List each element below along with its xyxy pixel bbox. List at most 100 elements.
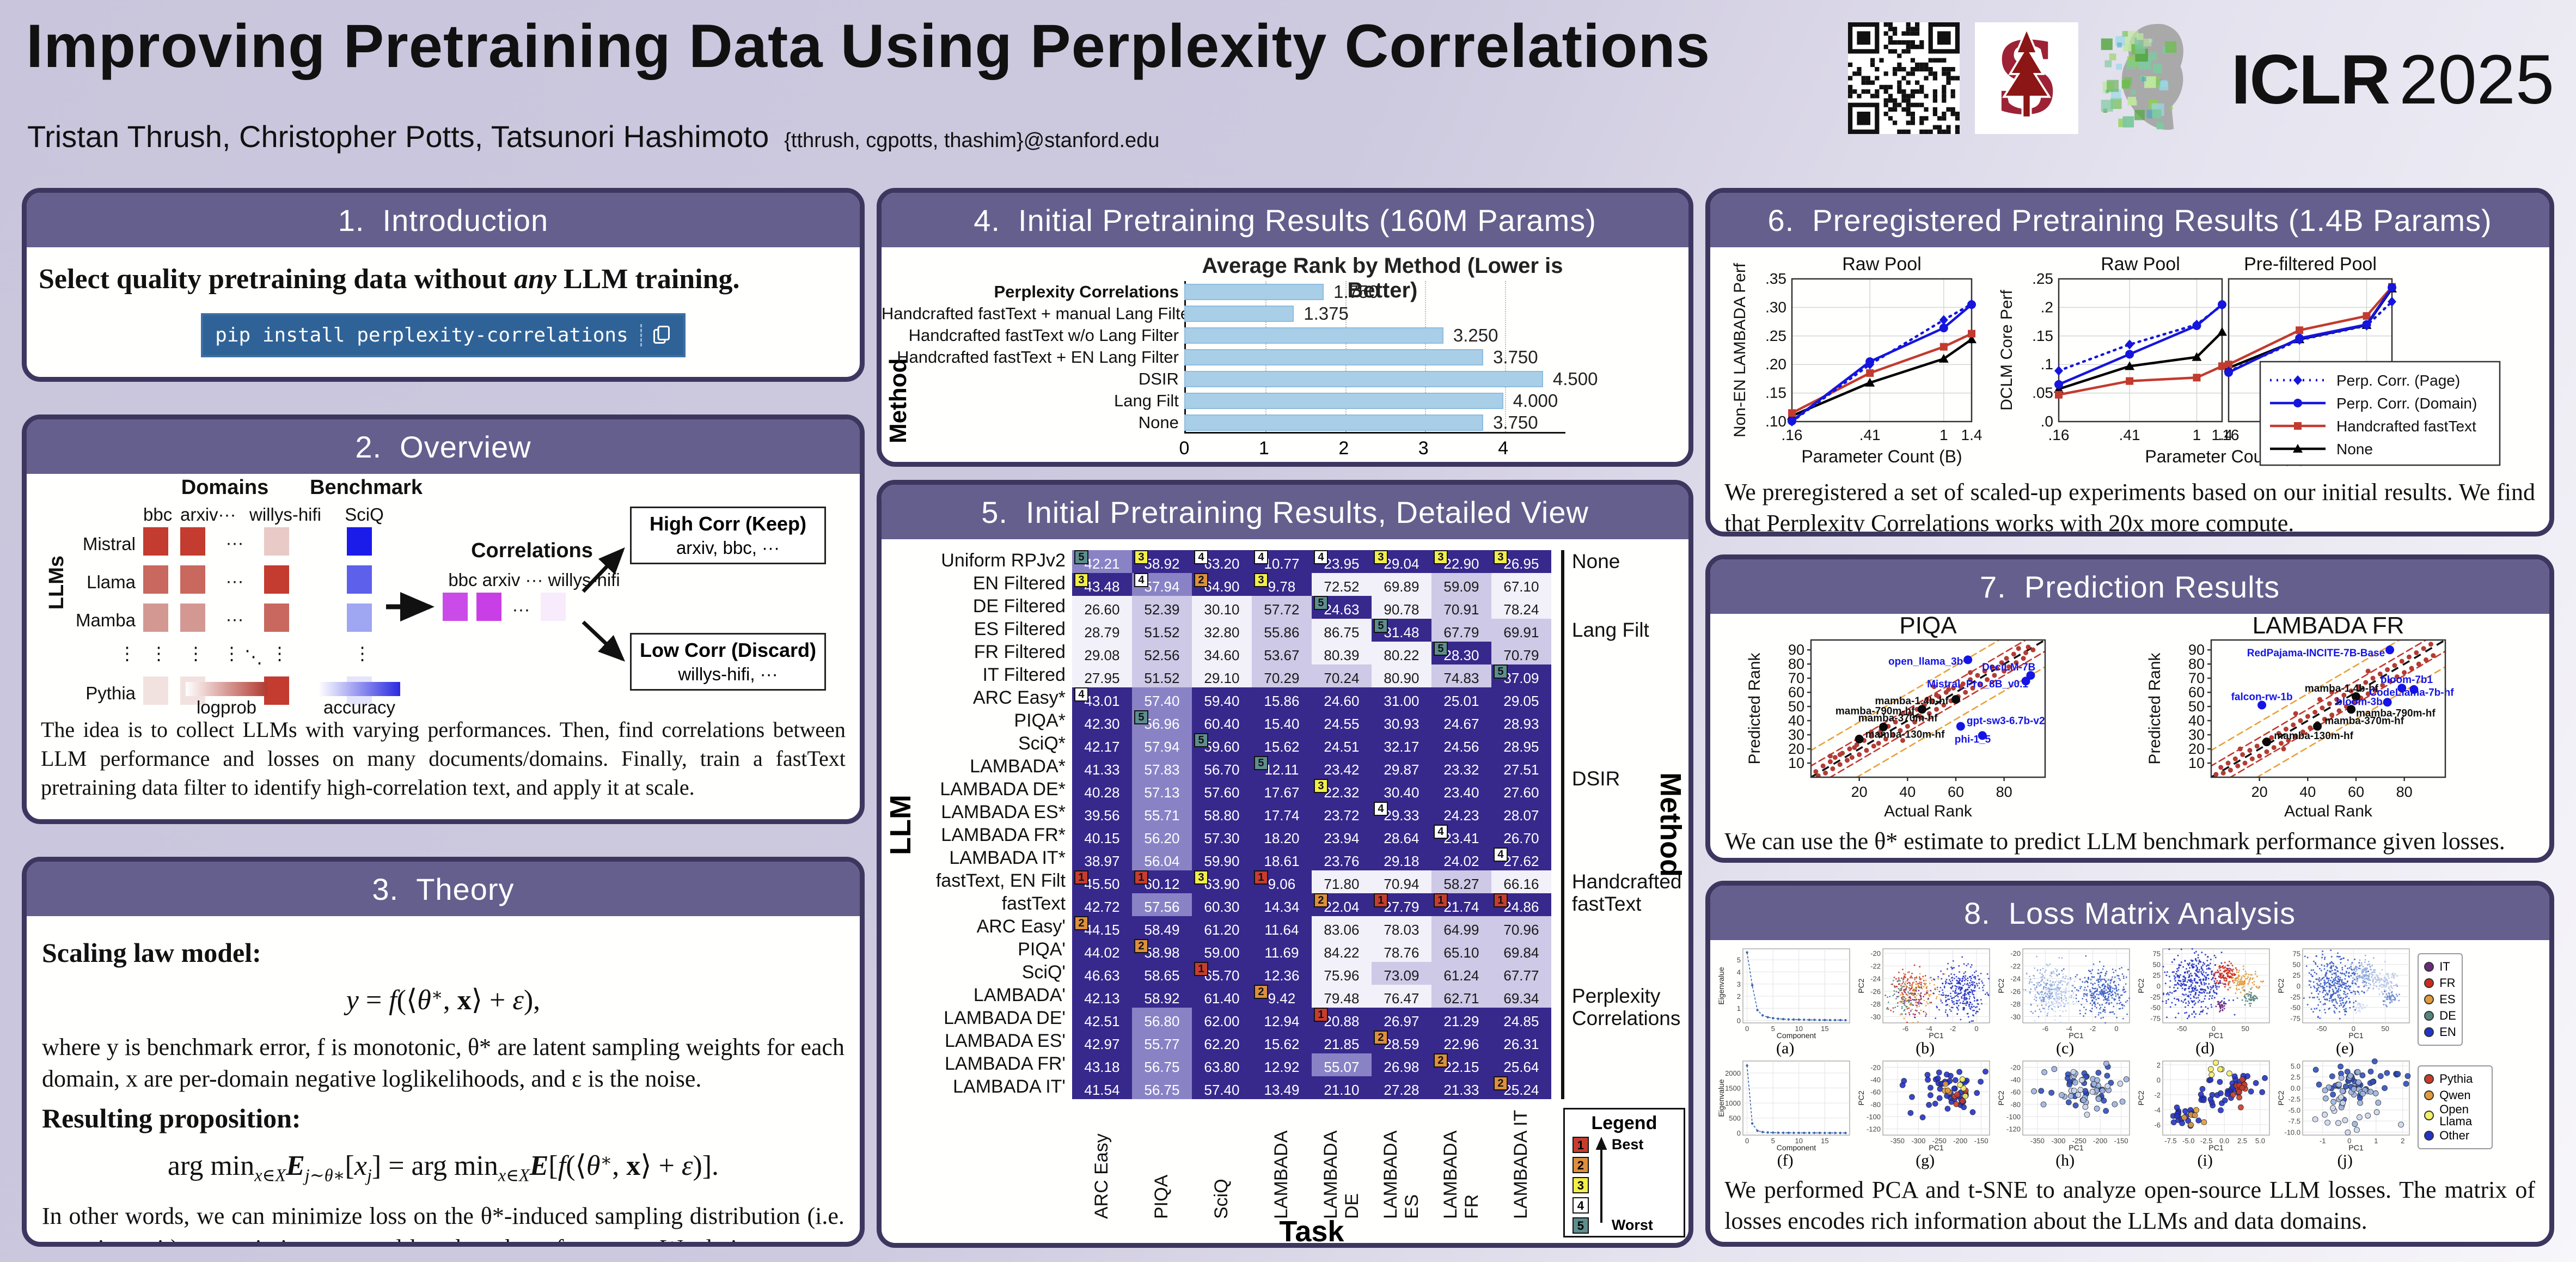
svg-text:5.0: 5.0	[2291, 1062, 2300, 1070]
heatmap-cell: 21.33	[1431, 1076, 1491, 1099]
iclr-logo	[2094, 20, 2216, 139]
heatmap-cell: 15.86	[1251, 687, 1312, 710]
bar-category-label: None	[1138, 413, 1179, 432]
pip-command: pip install perplexity-correlations	[215, 324, 628, 346]
panel-overview: 2. Overview Domains Benchmark bbc arxiv ··· w…	[22, 414, 865, 824]
rank-badge: 5	[1493, 664, 1508, 679]
panel-initial-results-header: 4. Initial Pretraining Results (160M Par…	[881, 193, 1689, 247]
heatmap-cell: 59.60 5	[1191, 733, 1252, 756]
authors-line: Tristan Thrush, Christopher Potts, Tatsu…	[27, 119, 1159, 154]
svg-text:-2: -2	[2155, 1091, 2161, 1099]
heatmap-cell: 20.88 1	[1311, 1008, 1372, 1031]
heatmap-cell: 17.74	[1251, 802, 1312, 825]
svg-text:20: 20	[1788, 741, 1804, 757]
svg-text:PC1: PC1	[2349, 1031, 2364, 1039]
heatmap-cell: 75.96	[1311, 962, 1372, 985]
svg-text:50: 50	[2188, 698, 2205, 715]
rank-badge: 4	[1313, 550, 1328, 564]
svg-text:PC2: PC2	[2138, 1090, 2145, 1105]
svg-text:-2: -2	[2090, 1025, 2096, 1033]
legend-item: FR	[2424, 975, 2456, 991]
legend-row: 4	[1569, 1196, 1679, 1215]
heatmap-row-label: ES Filtered	[974, 619, 1066, 639]
svg-text:.16: .16	[2048, 426, 2070, 443]
poster-header: Improving Pretraining Data Using Perplex…	[26, 10, 2554, 173]
heatmap-cell: 64.99	[1431, 916, 1491, 939]
heatmap-cell: 31.00	[1371, 687, 1431, 710]
svg-text:2.5: 2.5	[2237, 1137, 2247, 1145]
heatmap-cell: 67.79	[1431, 619, 1491, 642]
svg-text:-25: -25	[2290, 993, 2300, 1001]
svg-text:40: 40	[2188, 712, 2205, 729]
svg-text:60: 60	[2188, 684, 2205, 700]
heatmap-cell: 73.09	[1371, 962, 1431, 985]
svg-text:PC1: PC1	[2349, 1143, 2364, 1151]
rank-badge: 1	[1493, 893, 1508, 907]
proposition-heading: Resulting proposition:	[42, 1103, 301, 1134]
heatmap-cell: 18.20	[1251, 825, 1312, 848]
overview-label: ···	[218, 504, 236, 525]
heatmap-cell: 23.32	[1431, 756, 1491, 779]
svg-text:70: 70	[1788, 670, 1804, 686]
svg-text:1.4: 1.4	[1961, 426, 1983, 443]
mini-plot-cell: 0 1 2 3 4 5 0 5 10 15 Component Eigenvalue (a)	[1718, 946, 1852, 1058]
heatmap-row-label: fastText	[1001, 893, 1066, 914]
heatmap-cell: 78.24	[1491, 596, 1551, 619]
svg-text:-7.5: -7.5	[2164, 1137, 2176, 1145]
stanford-logo: S	[1974, 14, 2078, 138]
heatmap-cell: 24.55	[1311, 710, 1372, 733]
heatmap-cell: 23.41 4	[1431, 825, 1491, 848]
scaling-law-body: where y is benchmark error, f is monoton…	[42, 1034, 845, 1093]
overview-label: ···	[512, 599, 530, 619]
heatmap-cell: 27.28	[1371, 1076, 1431, 1099]
heatmap-cell: 24.60	[1311, 687, 1372, 710]
rank-badge: 1	[1373, 893, 1388, 907]
svg-text:-30: -30	[1870, 1013, 1881, 1021]
svg-text:DCLM Core Perf: DCLM Core Perf	[1998, 289, 2016, 410]
loss-cell	[143, 603, 168, 632]
overview-label: ···	[225, 609, 244, 629]
svg-text:LAMBADA FR: LAMBADA FR	[2253, 614, 2404, 639]
svg-text:25: 25	[2153, 971, 2161, 979]
bar	[1184, 306, 1294, 322]
heatmap-cell: 70.29	[1251, 664, 1312, 687]
heatmap-cell: 12.36	[1251, 962, 1312, 985]
overview-label: ⋮	[271, 643, 289, 663]
rank-badge: 2	[1194, 573, 1208, 587]
heatmap-cell: 62.20	[1191, 1031, 1252, 1053]
heatmap-row-label: SciQ'	[1021, 962, 1066, 983]
bar-row: DSIR 4.500	[882, 368, 1598, 390]
correlation-cell	[476, 593, 501, 621]
heatmap-cell: 29.87	[1371, 756, 1431, 779]
svg-text:Predicted Rank: Predicted Rank	[1746, 652, 1764, 764]
rank-badge: 4	[1134, 573, 1148, 587]
heatmap-cell: 22.32 3	[1311, 779, 1372, 802]
key-idea: Key idea: use existing LLMs. Relate loss…	[27, 357, 860, 377]
heatmap-cell: 69.91	[1491, 619, 1551, 642]
rank-badge: 4	[1194, 550, 1208, 564]
heatmap-cell: 63.90 3	[1191, 870, 1252, 893]
svg-text:1: 1	[2193, 426, 2201, 443]
svg-text:0.0: 0.0	[2291, 1084, 2300, 1092]
svg-text:-1: -1	[2320, 1137, 2326, 1145]
panel-detailed-view-title: 5. Initial Pretraining Results, Detailed…	[981, 495, 1589, 529]
panel-loss-matrix-title: 8. Loss Matrix Analysis	[1964, 895, 2296, 930]
loss-cell	[180, 603, 205, 632]
svg-text:80: 80	[1788, 656, 1804, 672]
mini-plot-caption: (j)	[2337, 1151, 2353, 1169]
heatmap-cell: 74.83	[1431, 664, 1491, 687]
scaling-law-heading: Scaling law model:	[42, 937, 261, 968]
heatmap-cell: 28.59 2	[1371, 1031, 1431, 1053]
bar	[1184, 284, 1324, 300]
svg-text:-30: -30	[2010, 1013, 2021, 1021]
mini-plot-caption: (g)	[1916, 1151, 1935, 1169]
copy-icon[interactable]	[652, 325, 671, 346]
svg-text:75: 75	[2293, 950, 2300, 958]
svg-text:80: 80	[1996, 784, 2012, 800]
iclr-face-image	[2101, 23, 2183, 130]
panel-loss-matrix: 8. Loss Matrix Analysis 0 1 2 3 4 5 0 5 10 15 Comp…	[1705, 881, 2554, 1247]
heatmap-cell: 41.54	[1072, 1076, 1132, 1099]
loss-cell	[143, 565, 168, 594]
heatmap-cell: 27.60	[1491, 779, 1551, 802]
heatmap-cell: 38.97	[1072, 848, 1132, 870]
